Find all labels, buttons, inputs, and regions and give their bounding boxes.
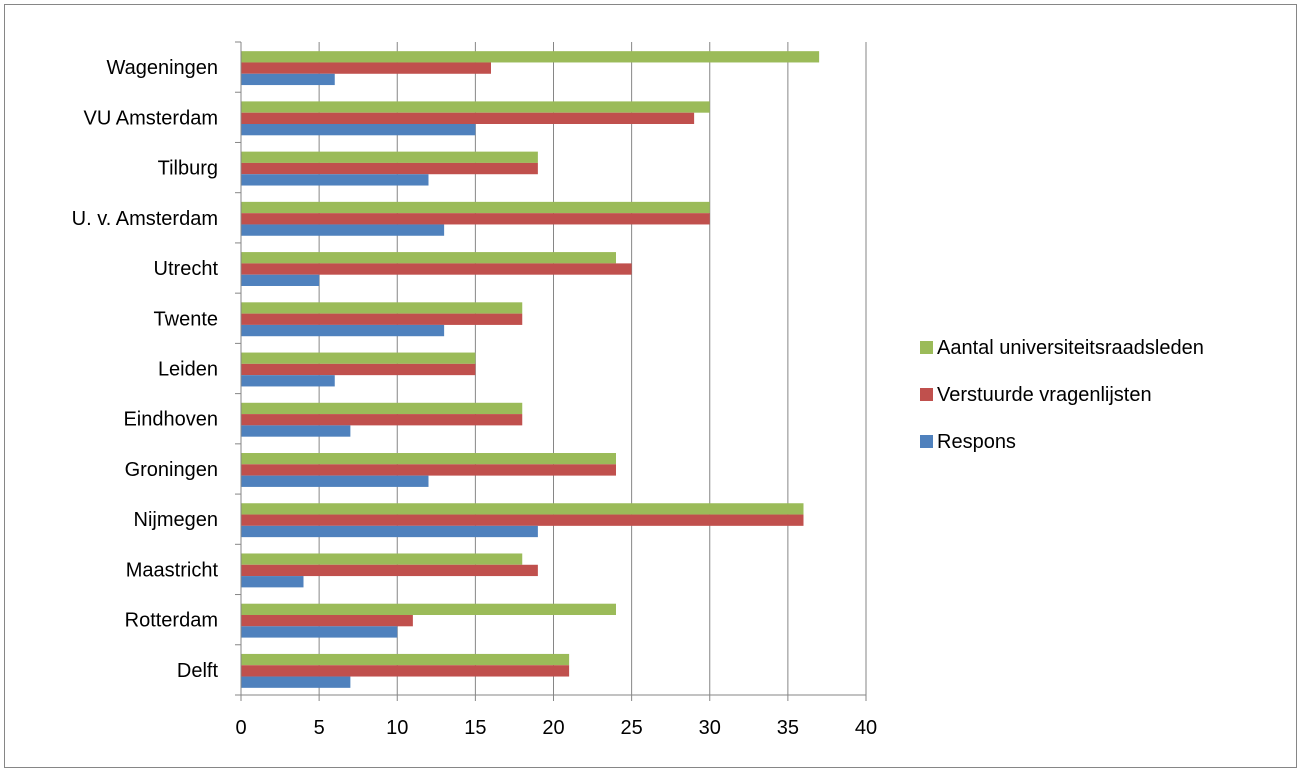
- bar-twente-series-0: [241, 324, 445, 337]
- bar-chart: Delft Rotterdam Maastricht Nijmegen Groninge…: [72, 41, 1204, 739]
- category-labels: Delft Rotterdam Maastricht Nijmegen Groninge…: [72, 57, 219, 682]
- bar-tilburg-series-1: [241, 162, 538, 175]
- bar-twente-series-2: [241, 302, 523, 314]
- bar-wageningen-series-0: [241, 73, 335, 86]
- axes: [235, 41, 867, 701]
- bar-leiden-series-1: [241, 363, 476, 376]
- bar-wageningen-series-1: [241, 62, 491, 74]
- legend-swatch: [920, 435, 933, 448]
- bar-delft-series-0: [241, 676, 351, 688]
- legend: Aantal universiteitsraadsleden Verstuurde…: [920, 337, 1204, 453]
- category-label: Maastricht: [126, 559, 219, 581]
- category-label: Nijmegen: [134, 509, 218, 531]
- bar-eindhoven-series-0: [241, 425, 351, 437]
- category-label: Rotterdam: [125, 610, 218, 632]
- category-label: Twente: [154, 308, 218, 330]
- legend-label: Aantal universiteitsraadsleden: [937, 337, 1204, 359]
- category-label: VU Amsterdam: [84, 107, 218, 129]
- x-tick-label: 15: [464, 717, 486, 739]
- category-label: U. v. Amsterdam: [72, 208, 218, 230]
- bar-utrecht-series-0: [241, 274, 320, 286]
- x-tick-label: 20: [542, 717, 564, 739]
- bar-tilburg-series-2: [241, 151, 538, 163]
- legend-swatch: [920, 341, 933, 354]
- bar-vu-amsterdam-series-1: [241, 112, 695, 124]
- legend-label: Respons: [937, 431, 1016, 453]
- bar-u-v-amsterdam-series-1: [241, 213, 710, 225]
- category-label: Tilburg: [158, 158, 218, 180]
- bar-rotterdam-series-1: [241, 615, 413, 627]
- x-tick-label: 35: [777, 717, 799, 739]
- x-tick-label: 25: [621, 717, 643, 739]
- bar-nijmegen-series-2: [241, 503, 804, 515]
- bar-vu-amsterdam-series-0: [241, 123, 476, 136]
- bars: [241, 51, 820, 688]
- category-label: Delft: [177, 660, 219, 682]
- bar-maastricht-series-0: [241, 576, 304, 588]
- bar-delft-series-1: [241, 665, 570, 677]
- legend-swatch: [920, 388, 933, 401]
- x-tick-label: 5: [314, 717, 325, 739]
- bar-groningen-series-0: [241, 475, 429, 487]
- bar-wageningen-series-2: [241, 51, 820, 63]
- bar-groningen-series-1: [241, 464, 616, 476]
- category-label: Wageningen: [106, 57, 218, 79]
- chart-frame: Delft Rotterdam Maastricht Nijmegen Groninge…: [4, 4, 1297, 768]
- bar-leiden-series-0: [241, 375, 335, 387]
- bar-maastricht-series-1: [241, 564, 538, 577]
- bar-rotterdam-series-2: [241, 603, 616, 616]
- x-tick-label: 10: [386, 717, 408, 739]
- bar-u-v-amsterdam-series-2: [241, 201, 710, 214]
- bar-eindhoven-series-2: [241, 402, 523, 415]
- legend-label: Verstuurde vragenlijsten: [937, 384, 1152, 406]
- category-label: Eindhoven: [123, 409, 218, 431]
- bar-delft-series-2: [241, 653, 570, 666]
- x-tick-label: 40: [855, 717, 877, 739]
- category-label: Utrecht: [154, 258, 219, 280]
- bar-u-v-amsterdam-series-0: [241, 224, 445, 236]
- x-tick-label: 0: [235, 717, 246, 739]
- bar-leiden-series-2: [241, 352, 476, 364]
- bar-tilburg-series-0: [241, 174, 429, 186]
- bar-groningen-series-2: [241, 453, 616, 465]
- bar-utrecht-series-1: [241, 263, 632, 275]
- category-label: Leiden: [158, 359, 218, 381]
- category-label: Groningen: [125, 459, 218, 481]
- bar-nijmegen-series-1: [241, 514, 804, 526]
- bar-twente-series-1: [241, 313, 523, 325]
- bar-rotterdam-series-0: [241, 626, 398, 638]
- bar-maastricht-series-2: [241, 553, 523, 565]
- bar-utrecht-series-2: [241, 252, 616, 264]
- x-tick-label: 30: [699, 717, 721, 739]
- bar-vu-amsterdam-series-2: [241, 101, 710, 113]
- x-tick-labels: 0 5 10 15 20 25 30 35 40: [235, 717, 877, 739]
- bar-eindhoven-series-1: [241, 414, 523, 426]
- bar-nijmegen-series-0: [241, 525, 538, 538]
